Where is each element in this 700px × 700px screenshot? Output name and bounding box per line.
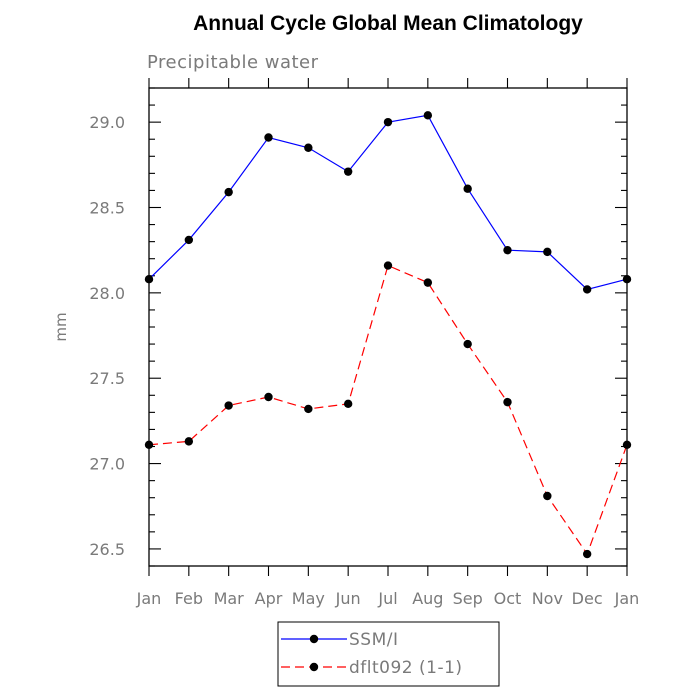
- x-tick-label: Aug: [412, 589, 443, 608]
- data-point: [423, 278, 433, 287]
- data-point: [503, 245, 512, 255]
- x-tick-label: Feb: [175, 589, 203, 608]
- data-point: [582, 285, 592, 294]
- data-point: [622, 275, 632, 284]
- plot-frame: [148, 87, 628, 567]
- tick-labels: Jan Feb Mar Apr May Jun Jul Aug Sep Oct Nov Dec Jan 2…: [89, 113, 639, 608]
- y-axis-label: mm: [52, 312, 70, 341]
- x-tick-label: Apr: [255, 589, 283, 608]
- data-point: [503, 397, 512, 407]
- y-tick-label: 28.0: [89, 284, 125, 303]
- data-point: [224, 187, 233, 197]
- data-point: [304, 404, 313, 414]
- legend-marker: [309, 662, 319, 672]
- series-1: [144, 111, 632, 294]
- data-point: [463, 184, 472, 193]
- data-point: [264, 392, 273, 402]
- data-point: [423, 111, 433, 120]
- data-point: [383, 261, 393, 270]
- legend-marker: [309, 634, 319, 644]
- series-layer: [144, 111, 632, 559]
- y-tick-label: 29.0: [89, 113, 125, 132]
- data-point: [184, 235, 194, 245]
- x-tick-label: Oct: [494, 589, 522, 608]
- series-line: [148, 264, 628, 556]
- x-tick-label: Jan: [136, 589, 162, 608]
- data-point: [463, 339, 472, 349]
- x-tick-label: May: [292, 589, 325, 608]
- data-point: [304, 143, 313, 152]
- y-tick-label: 26.5: [89, 540, 125, 559]
- plot-border: [148, 87, 628, 567]
- data-point: [622, 440, 632, 449]
- data-point: [543, 491, 552, 501]
- series-2: [144, 261, 632, 559]
- x-tick-label: Sep: [453, 589, 483, 608]
- legend-box: [277, 621, 500, 687]
- data-point: [224, 401, 233, 410]
- data-point: [144, 275, 154, 284]
- y-tick-label: 27.0: [89, 455, 125, 474]
- data-point: [264, 133, 273, 142]
- y-tick-label: 27.5: [89, 369, 125, 388]
- data-point: [343, 399, 353, 409]
- data-point: [343, 167, 353, 176]
- x-tick-label: Jul: [377, 589, 397, 608]
- x-tick-label: Jun: [335, 589, 361, 608]
- legend-label: SSM/I: [349, 630, 399, 650]
- data-point: [582, 549, 592, 559]
- axis-ticks: [148, 78, 628, 576]
- y-tick-label: 28.5: [89, 199, 125, 218]
- chart-title: Annual Cycle Global Mean Climatology: [193, 12, 583, 35]
- x-tick-label: Mar: [214, 589, 245, 608]
- x-tick-label: Dec: [572, 589, 603, 608]
- x-tick-label: Jan: [614, 589, 640, 608]
- data-point: [383, 117, 393, 127]
- legend: SSM/I dflt092 (1-1): [277, 621, 500, 687]
- legend-label: dflt092 (1-1): [349, 658, 463, 678]
- chart-subtitle: Precipitable water: [147, 52, 319, 73]
- data-point: [144, 440, 154, 449]
- data-point: [543, 247, 552, 257]
- x-tick-label: Nov: [532, 589, 563, 608]
- data-point: [184, 437, 194, 446]
